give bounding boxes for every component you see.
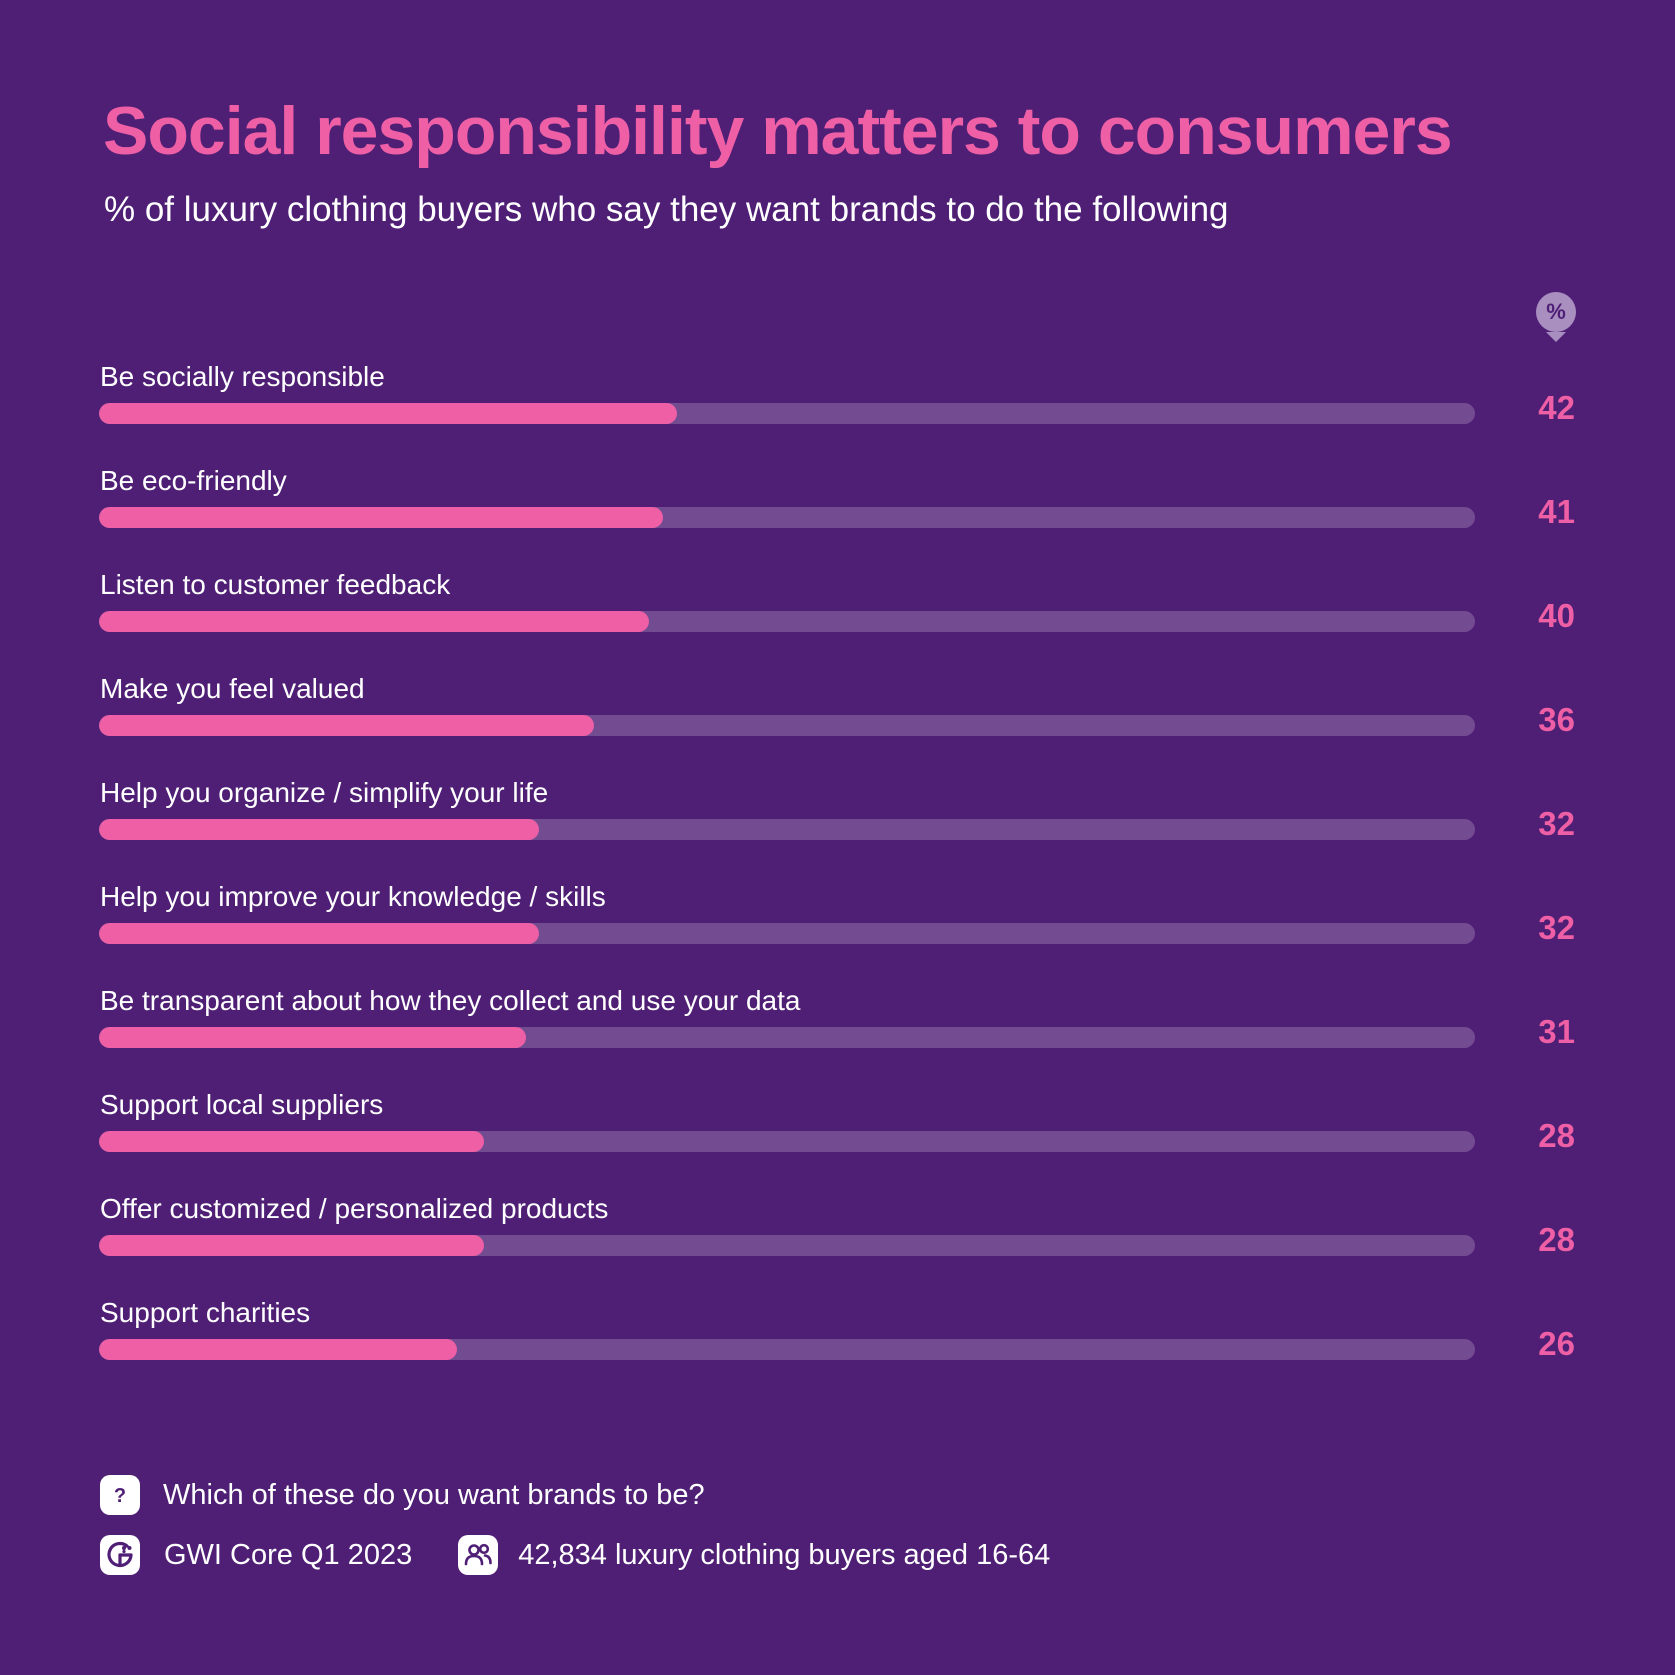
bar-row: Offer customized / personalized products… — [0, 1193, 1675, 1300]
bar-track — [99, 1235, 1475, 1256]
bar-value-label: 32 — [1538, 909, 1575, 946]
gwi-logo-icon — [100, 1535, 140, 1575]
bar-value-label: 41 — [1538, 493, 1575, 530]
bar-row: Listen to customer feedback 40 — [0, 569, 1675, 676]
bar-category-label: Help you organize / simplify your life — [100, 777, 549, 808]
bar-value-label: 31 — [1538, 1013, 1575, 1050]
bar-row: Help you organize / simplify your life 32 — [0, 777, 1675, 884]
bar-row: Be socially responsible 42 — [0, 361, 1675, 468]
bar-category-label: Support charities — [100, 1297, 311, 1328]
question-text: Which of these do you want brands to be? — [163, 1479, 705, 1511]
bar-row: Make you feel valued 36 — [0, 673, 1675, 780]
bar-fill — [99, 819, 540, 840]
bar-track — [99, 403, 1475, 424]
bar-category-label: Help you improve your knowledge / skills — [100, 881, 606, 912]
bar-track — [99, 611, 1475, 632]
percent-pin-icon: % — [1536, 292, 1576, 332]
bar-category-label: Be socially responsible — [100, 361, 385, 392]
percent-unit-badge: % — [1536, 292, 1576, 342]
bar-fill — [99, 1235, 485, 1256]
bar-fill — [99, 611, 650, 632]
bar-row: Be transparent about how they collect an… — [0, 985, 1675, 1092]
bar-value-label: 26 — [1538, 1325, 1575, 1362]
bar-fill — [99, 403, 677, 424]
bar-track — [99, 1339, 1475, 1360]
bar-fill — [99, 507, 664, 528]
chart-subtitle: % of luxury clothing buyers who say they… — [104, 190, 1229, 229]
bar-row: Support local suppliers 28 — [0, 1089, 1675, 1196]
footer-question: ? Which of these do you want brands to b… — [100, 1474, 705, 1516]
bar-fill — [99, 923, 540, 944]
question-icon: ? — [100, 1475, 140, 1515]
bar-track — [99, 1131, 1475, 1152]
bar-fill — [99, 1131, 485, 1152]
bar-category-label: Listen to customer feedback — [100, 569, 451, 600]
bar-track — [99, 507, 1475, 528]
sample-text: 42,834 luxury clothing buyers aged 16-64 — [518, 1539, 1051, 1571]
bar-track — [99, 715, 1475, 736]
bar-track — [99, 1027, 1475, 1048]
bar-track — [99, 923, 1475, 944]
bar-row: Support charities 26 — [0, 1297, 1675, 1404]
badge-pointer — [1546, 332, 1566, 342]
bar-category-label: Support local suppliers — [100, 1089, 384, 1120]
bar-fill — [99, 1339, 457, 1360]
bar-value-label: 32 — [1538, 805, 1575, 842]
source-text: GWI Core Q1 2023 — [164, 1539, 413, 1571]
bar-value-label: 40 — [1538, 597, 1575, 634]
bar-value-label: 36 — [1538, 701, 1575, 738]
bar-fill — [99, 715, 595, 736]
bar-category-label: Be eco-friendly — [100, 465, 287, 496]
bar-track — [99, 819, 1475, 840]
bar-fill — [99, 1027, 526, 1048]
svg-text:?: ? — [114, 1485, 126, 1507]
bar-value-label: 42 — [1538, 389, 1575, 426]
bar-category-label: Offer customized / personalized products — [100, 1193, 609, 1224]
bar-row: Help you improve your knowledge / skills… — [0, 881, 1675, 988]
people-icon — [458, 1535, 499, 1575]
bar-category-label: Make you feel valued — [100, 673, 365, 704]
bar-category-label: Be transparent about how they collect an… — [100, 985, 801, 1016]
bar-value-label: 28 — [1538, 1221, 1575, 1258]
page-title: Social responsibility matters to consume… — [103, 93, 1453, 169]
bar-value-label: 28 — [1538, 1117, 1575, 1154]
footer-source: GWI Core Q1 2023 42,834 luxury clothing … — [100, 1534, 1050, 1576]
bar-row: Be eco-friendly 41 — [0, 465, 1675, 572]
